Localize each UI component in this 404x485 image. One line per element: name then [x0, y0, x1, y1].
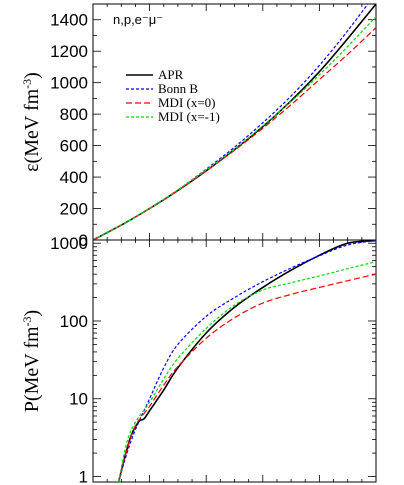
- top-ticks: [92, 3, 377, 241]
- top-y-tick-label: 400: [60, 168, 88, 187]
- bottom-series-mdi-x-0: [117, 273, 376, 482]
- pressure-panel: 1 10 100 1000 P(MeV fm-3): [20, 234, 377, 485]
- legend-label: APR: [158, 67, 184, 82]
- top-series-apr: [93, 4, 376, 240]
- bottom-series-bonn-b: [117, 240, 376, 482]
- top-y-tick-label: 800: [60, 105, 88, 124]
- bottom-plot-frame: [92, 239, 377, 483]
- bottom-series-mdi-x-1: [117, 261, 376, 482]
- bottom-y-tick-label: 1000: [50, 234, 88, 253]
- top-y-tick-label: 1000: [50, 74, 88, 93]
- top-y-axis-label: ε(MeV fm-3): [20, 72, 43, 172]
- energy-density-panel: 0 200 400 600 800 1000 1200 1400 ε(MeV fm-3) n,…: [20, 3, 377, 250]
- top-plot-frame: [92, 3, 377, 241]
- bottom-y-tick-label: 1: [79, 468, 88, 485]
- top-y-tick-label: 600: [60, 137, 88, 156]
- top-y-tick-label: 1200: [50, 42, 88, 61]
- legend-label: MDI (x=0): [158, 95, 216, 110]
- bottom-ticks: [92, 240, 377, 482]
- bottom-y-tick-label: 100: [60, 312, 88, 331]
- legend-label: MDI (x=-1): [158, 109, 220, 124]
- bottom-y-tick-label: 10: [69, 390, 88, 409]
- bottom-tick-labels: 1 10 100 1000: [50, 234, 88, 485]
- top-y-tick-label: 200: [60, 200, 88, 219]
- top-y-tick-label: 1400: [50, 11, 88, 30]
- top-series-lines: [93, 4, 376, 240]
- particle-annotation: n,p,e⁻μ⁻: [113, 12, 163, 27]
- bottom-series-lines: [117, 240, 376, 482]
- bottom-y-axis-label: P(MeV fm-3): [20, 310, 43, 412]
- top-series-mdi-x-1: [93, 16, 376, 240]
- top-y-tick-label: 0: [79, 231, 88, 250]
- top-tick-labels: 0 200 400 600 800 1000 1200 1400: [50, 11, 88, 250]
- top-series-mdi-x-0: [93, 27, 376, 240]
- legend-label: Bonn B: [158, 81, 198, 96]
- top-series-bonn-b: [93, 4, 369, 240]
- bottom-series-apr: [117, 240, 376, 482]
